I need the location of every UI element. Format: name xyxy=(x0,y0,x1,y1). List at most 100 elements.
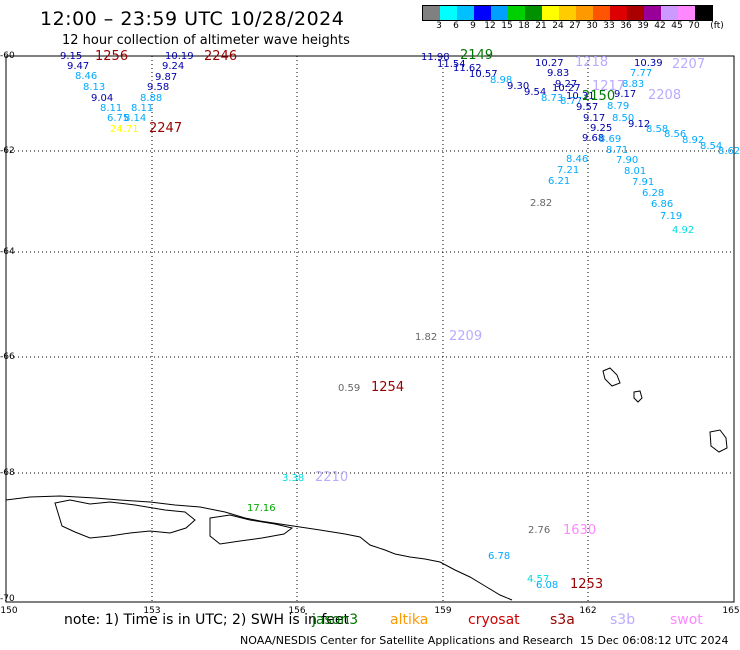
wave-height-label: 6.08 xyxy=(536,580,559,591)
wave-height-label: 6.21 xyxy=(548,176,571,187)
wave-height-label: 8.14 xyxy=(124,113,147,124)
lon-label: 156 xyxy=(288,606,306,616)
pass-number-label: 2208 xyxy=(648,88,682,103)
wave-height-label: 8.54 xyxy=(700,141,723,152)
wave-height-label: 10.27 xyxy=(552,83,581,94)
wave-height-label: 2.76 xyxy=(528,525,551,536)
pass-number-label: 2149 xyxy=(460,48,494,63)
legend-label: 6 xyxy=(453,21,459,31)
satellite-label-cryosat: cryosat xyxy=(468,612,520,628)
wave-height-label: 24.71 xyxy=(110,124,139,135)
wave-height-label: 10.27 xyxy=(535,58,564,69)
wave-height-label: 9.47 xyxy=(67,61,90,72)
wave-height-label: 9.68 xyxy=(582,133,605,144)
wave-height-label: 9.83 xyxy=(547,68,570,79)
pass-number-label: 2210 xyxy=(315,470,349,485)
wave-height-label: 6.28 xyxy=(642,188,665,199)
legend-swatch xyxy=(525,6,542,20)
page-title: 12:00 – 23:59 UTC 10/28/2024 xyxy=(40,8,345,30)
satellite-label-s3a: s3a xyxy=(550,612,575,628)
wave-height-label: 8.79 xyxy=(607,101,630,112)
lon-label: 165 xyxy=(722,606,740,616)
legend-swatch xyxy=(542,6,559,20)
pass-number-label: 2150 xyxy=(582,89,616,104)
wave-height-label: 10.31 xyxy=(566,91,595,102)
wave-height-label: 4.92 xyxy=(672,225,695,236)
wave-height-label: 8.92 xyxy=(682,135,705,146)
wave-height-label: 2.82 xyxy=(530,198,553,209)
wave-height-label: 3.38 xyxy=(282,473,305,484)
legend-swatch xyxy=(559,6,576,20)
legend-swatch xyxy=(661,6,678,20)
satellite-label-jason3: jason3 xyxy=(312,612,359,628)
wave-height-label: 11.62 xyxy=(453,63,482,74)
pass-number-label: 1256 xyxy=(95,49,129,64)
wave-height-label: 17.16 xyxy=(247,503,276,514)
wave-height-label: 1.82 xyxy=(415,332,438,343)
legend-label: 39 xyxy=(637,21,649,31)
legend-swatch xyxy=(644,6,661,20)
legend-swatch xyxy=(457,6,474,20)
legend-label: 30 xyxy=(586,21,598,31)
lat-label: -68 xyxy=(0,468,15,478)
wave-height-label: 7.19 xyxy=(660,211,683,222)
wave-height-label: 7.21 xyxy=(557,165,580,176)
legend-swatch xyxy=(508,6,525,20)
wave-height-label: 9.58 xyxy=(147,82,170,93)
wave-height-label: 10.39 xyxy=(634,58,663,69)
wave-height-label: 6.86 xyxy=(651,199,674,210)
wave-height-label: 8.62 xyxy=(718,146,740,157)
legend-label: 21 xyxy=(535,21,547,31)
wave-height-label: 7.91 xyxy=(632,177,655,188)
satellite-label-swot: swot xyxy=(670,612,703,628)
legend-label: 36 xyxy=(620,21,632,31)
wave-height-label: 8.83 xyxy=(622,79,645,90)
legend-label: 12 xyxy=(484,21,496,31)
graticule xyxy=(6,56,734,602)
legend-label: 33 xyxy=(603,21,615,31)
lon-label: 150 xyxy=(0,606,18,616)
pass-number-label: 1217 xyxy=(592,79,626,94)
wave-height-label: 8.69 xyxy=(599,134,622,145)
legend-label: 24 xyxy=(552,21,564,31)
legend-swatch xyxy=(491,6,508,20)
coastline xyxy=(5,367,728,601)
wave-height-label: 8.77 xyxy=(560,96,583,107)
legend-label: 18 xyxy=(518,21,530,31)
wave-height-label: 9.04 xyxy=(91,93,114,104)
wave-height-label: 9.25 xyxy=(590,123,613,134)
wave-height-label: 8.11 xyxy=(131,103,154,114)
wave-height-label: 8.73 xyxy=(541,93,564,104)
wave-height-label: 9.17 xyxy=(583,113,606,124)
wave-height-label: 8.46 xyxy=(75,71,98,82)
lat-label: -64 xyxy=(0,247,15,257)
wave-height-label: 7.77 xyxy=(630,68,653,79)
legend-unit: (ft) xyxy=(710,21,724,31)
legend-label: 27 xyxy=(569,21,581,31)
pass-number-label: 2209 xyxy=(449,329,483,344)
wave-height-label: 9.57 xyxy=(576,102,599,113)
lat-label: -60 xyxy=(0,51,15,61)
wave-height-label: 9.12 xyxy=(628,119,651,130)
satellite-label-altika: altika xyxy=(390,612,429,628)
wave-height-label: 9.30 xyxy=(507,81,530,92)
wave-height-label: 8.13 xyxy=(83,82,106,93)
wave-height-label: 8.56 xyxy=(664,129,687,140)
footer-timestamp: 15 Dec 06:08:12 UTC 2024 xyxy=(580,634,729,647)
pass-number-label: 2207 xyxy=(672,57,706,72)
legend-label: 15 xyxy=(501,21,513,31)
lat-label: -62 xyxy=(0,146,15,156)
pass-number-label: 1630 xyxy=(563,523,597,538)
wave-height-label: 8.50 xyxy=(612,113,635,124)
page-subtitle: 12 hour collection of altimeter wave hei… xyxy=(62,33,350,48)
wave-height-label: 9.24 xyxy=(162,61,185,72)
legend-swatch xyxy=(423,6,440,20)
legend-swatch xyxy=(627,6,644,20)
pass-number-label: 1254 xyxy=(371,380,405,395)
legend-label: 45 xyxy=(671,21,683,31)
wave-height-label: 0.59 xyxy=(338,383,361,394)
lat-label: -66 xyxy=(0,352,15,362)
wave-height-label: 8.71 xyxy=(606,145,629,156)
wave-height-label: 8.01 xyxy=(624,166,647,177)
legend-swatch xyxy=(440,6,457,20)
